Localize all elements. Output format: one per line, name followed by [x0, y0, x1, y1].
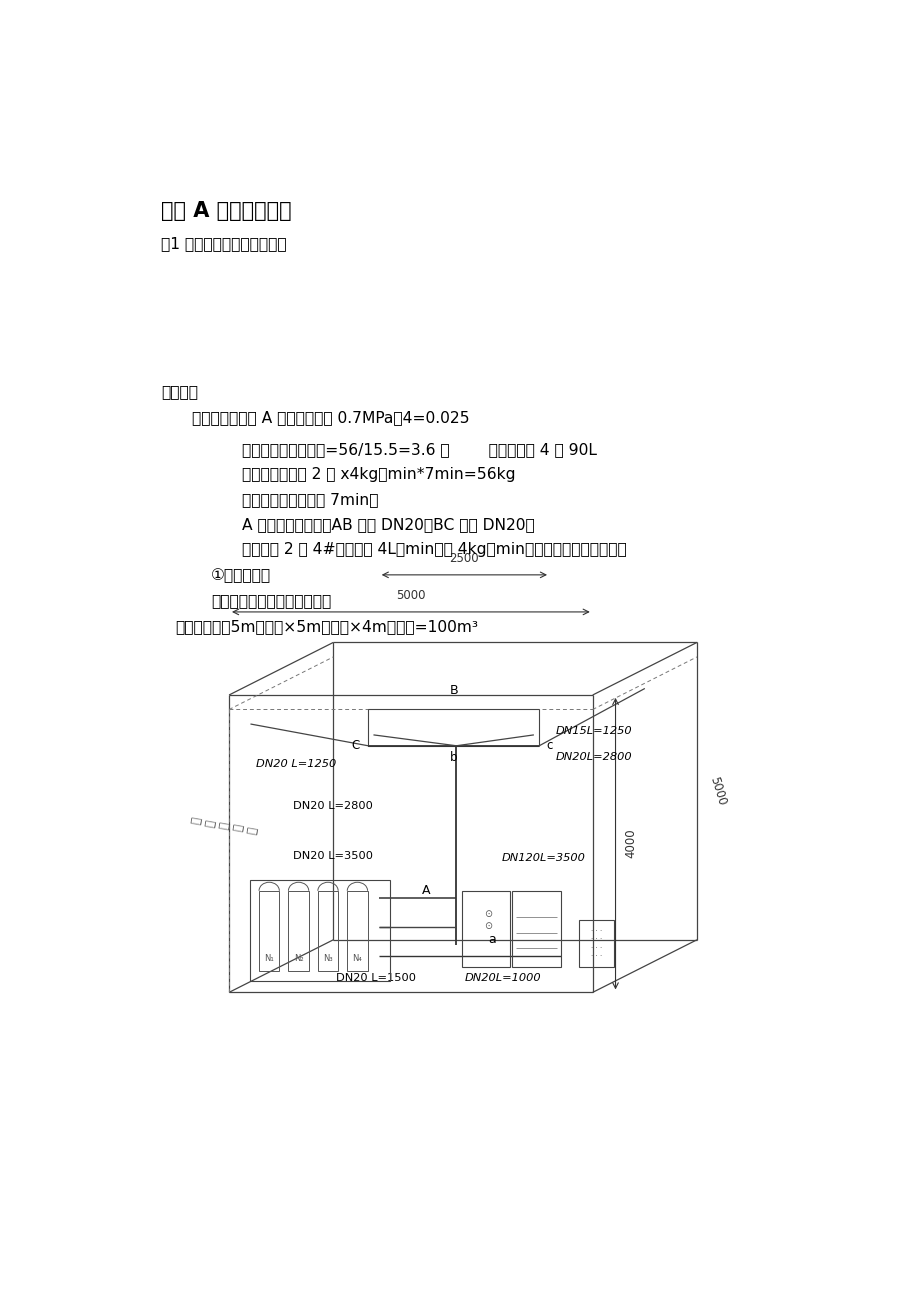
Bar: [512, 891, 560, 967]
Text: 2500: 2500: [449, 552, 479, 565]
Text: 设：减压阀出口 A 点压力设置为 0.7MPa，4=0.025: 设：减压阀出口 A 点压力设置为 0.7MPa，4=0.025: [192, 411, 469, 425]
Text: · · ·
· · ·
· · ·
· · ·: · · · · · · · · · · · ·: [590, 928, 602, 959]
Text: N₃: N₃: [323, 954, 333, 963]
Text: c: c: [546, 739, 552, 752]
Text: ⊙
⊙: ⊙ ⊙: [483, 909, 492, 930]
Text: DN20 L=1250: DN20 L=1250: [255, 758, 335, 769]
Text: DN20L=1000: DN20L=1000: [464, 973, 540, 982]
Bar: [289, 891, 309, 971]
Bar: [579, 920, 613, 967]
Text: N₄: N₄: [352, 954, 362, 963]
Bar: [346, 891, 368, 971]
Text: b: b: [449, 751, 457, 764]
Text: B: B: [448, 684, 458, 697]
Text: C: C: [350, 739, 358, 752]
Bar: [259, 891, 279, 971]
Text: DN20 L=1500: DN20 L=1500: [335, 973, 415, 982]
Text: DN15L=1250: DN15L=1250: [555, 726, 631, 736]
Text: N₁: N₁: [264, 954, 274, 963]
Text: DN20 L=2800: DN20 L=2800: [293, 800, 373, 811]
Text: N₂: N₂: [293, 954, 303, 963]
Text: 5000: 5000: [707, 775, 728, 807]
Text: 例1 系统设计：设备间的保护: 例1 系统设计：设备间的保护: [161, 237, 287, 251]
Text: A 点为减压阀出口，AB 段为 DN20，BC 段为 DN20，: A 点为减压阀出口，AB 段为 DN20，BC 段为 DN20，: [242, 516, 534, 532]
Text: DN20L=2800: DN20L=2800: [555, 752, 631, 761]
Text: 系统需贮气量为 2 只 x4kg／min*7min=56kg: 系统需贮气量为 2 只 x4kg／min*7min=56kg: [242, 467, 515, 481]
Text: 系统布置见实验室管网布置图: 系统布置见实验室管网布置图: [211, 593, 331, 608]
Text: 4000: 4000: [623, 829, 636, 859]
Text: a: a: [488, 933, 495, 946]
Text: DN120L=3500: DN120L=3500: [501, 853, 585, 863]
Bar: [317, 891, 338, 971]
Text: DN20 L=3500: DN20 L=3500: [293, 851, 373, 861]
Text: 试验室尺寸：5m（长）×5m（宽）×4m（高）=100m³: 试验室尺寸：5m（长）×5m（宽）×4m（高）=100m³: [176, 619, 478, 634]
Text: 附录 A 系统设计范例: 附录 A 系统设计范例: [161, 202, 291, 221]
Text: 系统设置喷放时间为 7min。: 系统设置喷放时间为 7min。: [242, 492, 378, 506]
Text: 系统设置 2 只 4#喷头（水 4L／min，气 4kg／min），喷头间距如图布置。: 系统设置 2 只 4#喷头（水 4L／min，气 4kg／min），喷头间距如图…: [242, 541, 626, 557]
Text: 灭
火
试
验
室: 灭 火 试 验 室: [190, 816, 259, 835]
Text: 5000: 5000: [396, 589, 425, 602]
Text: 系统设置贮气瓶组数=56/15.5=3.6 瓶        设置数量为 4 瓶 90L: 系统设置贮气瓶组数=56/15.5=3.6 瓶 设置数量为 4 瓶 90L: [242, 441, 596, 457]
Text: ①气体计算：: ①气体计算：: [211, 567, 271, 583]
Text: 计算公式: 计算公式: [161, 385, 199, 399]
Text: A: A: [421, 885, 429, 898]
